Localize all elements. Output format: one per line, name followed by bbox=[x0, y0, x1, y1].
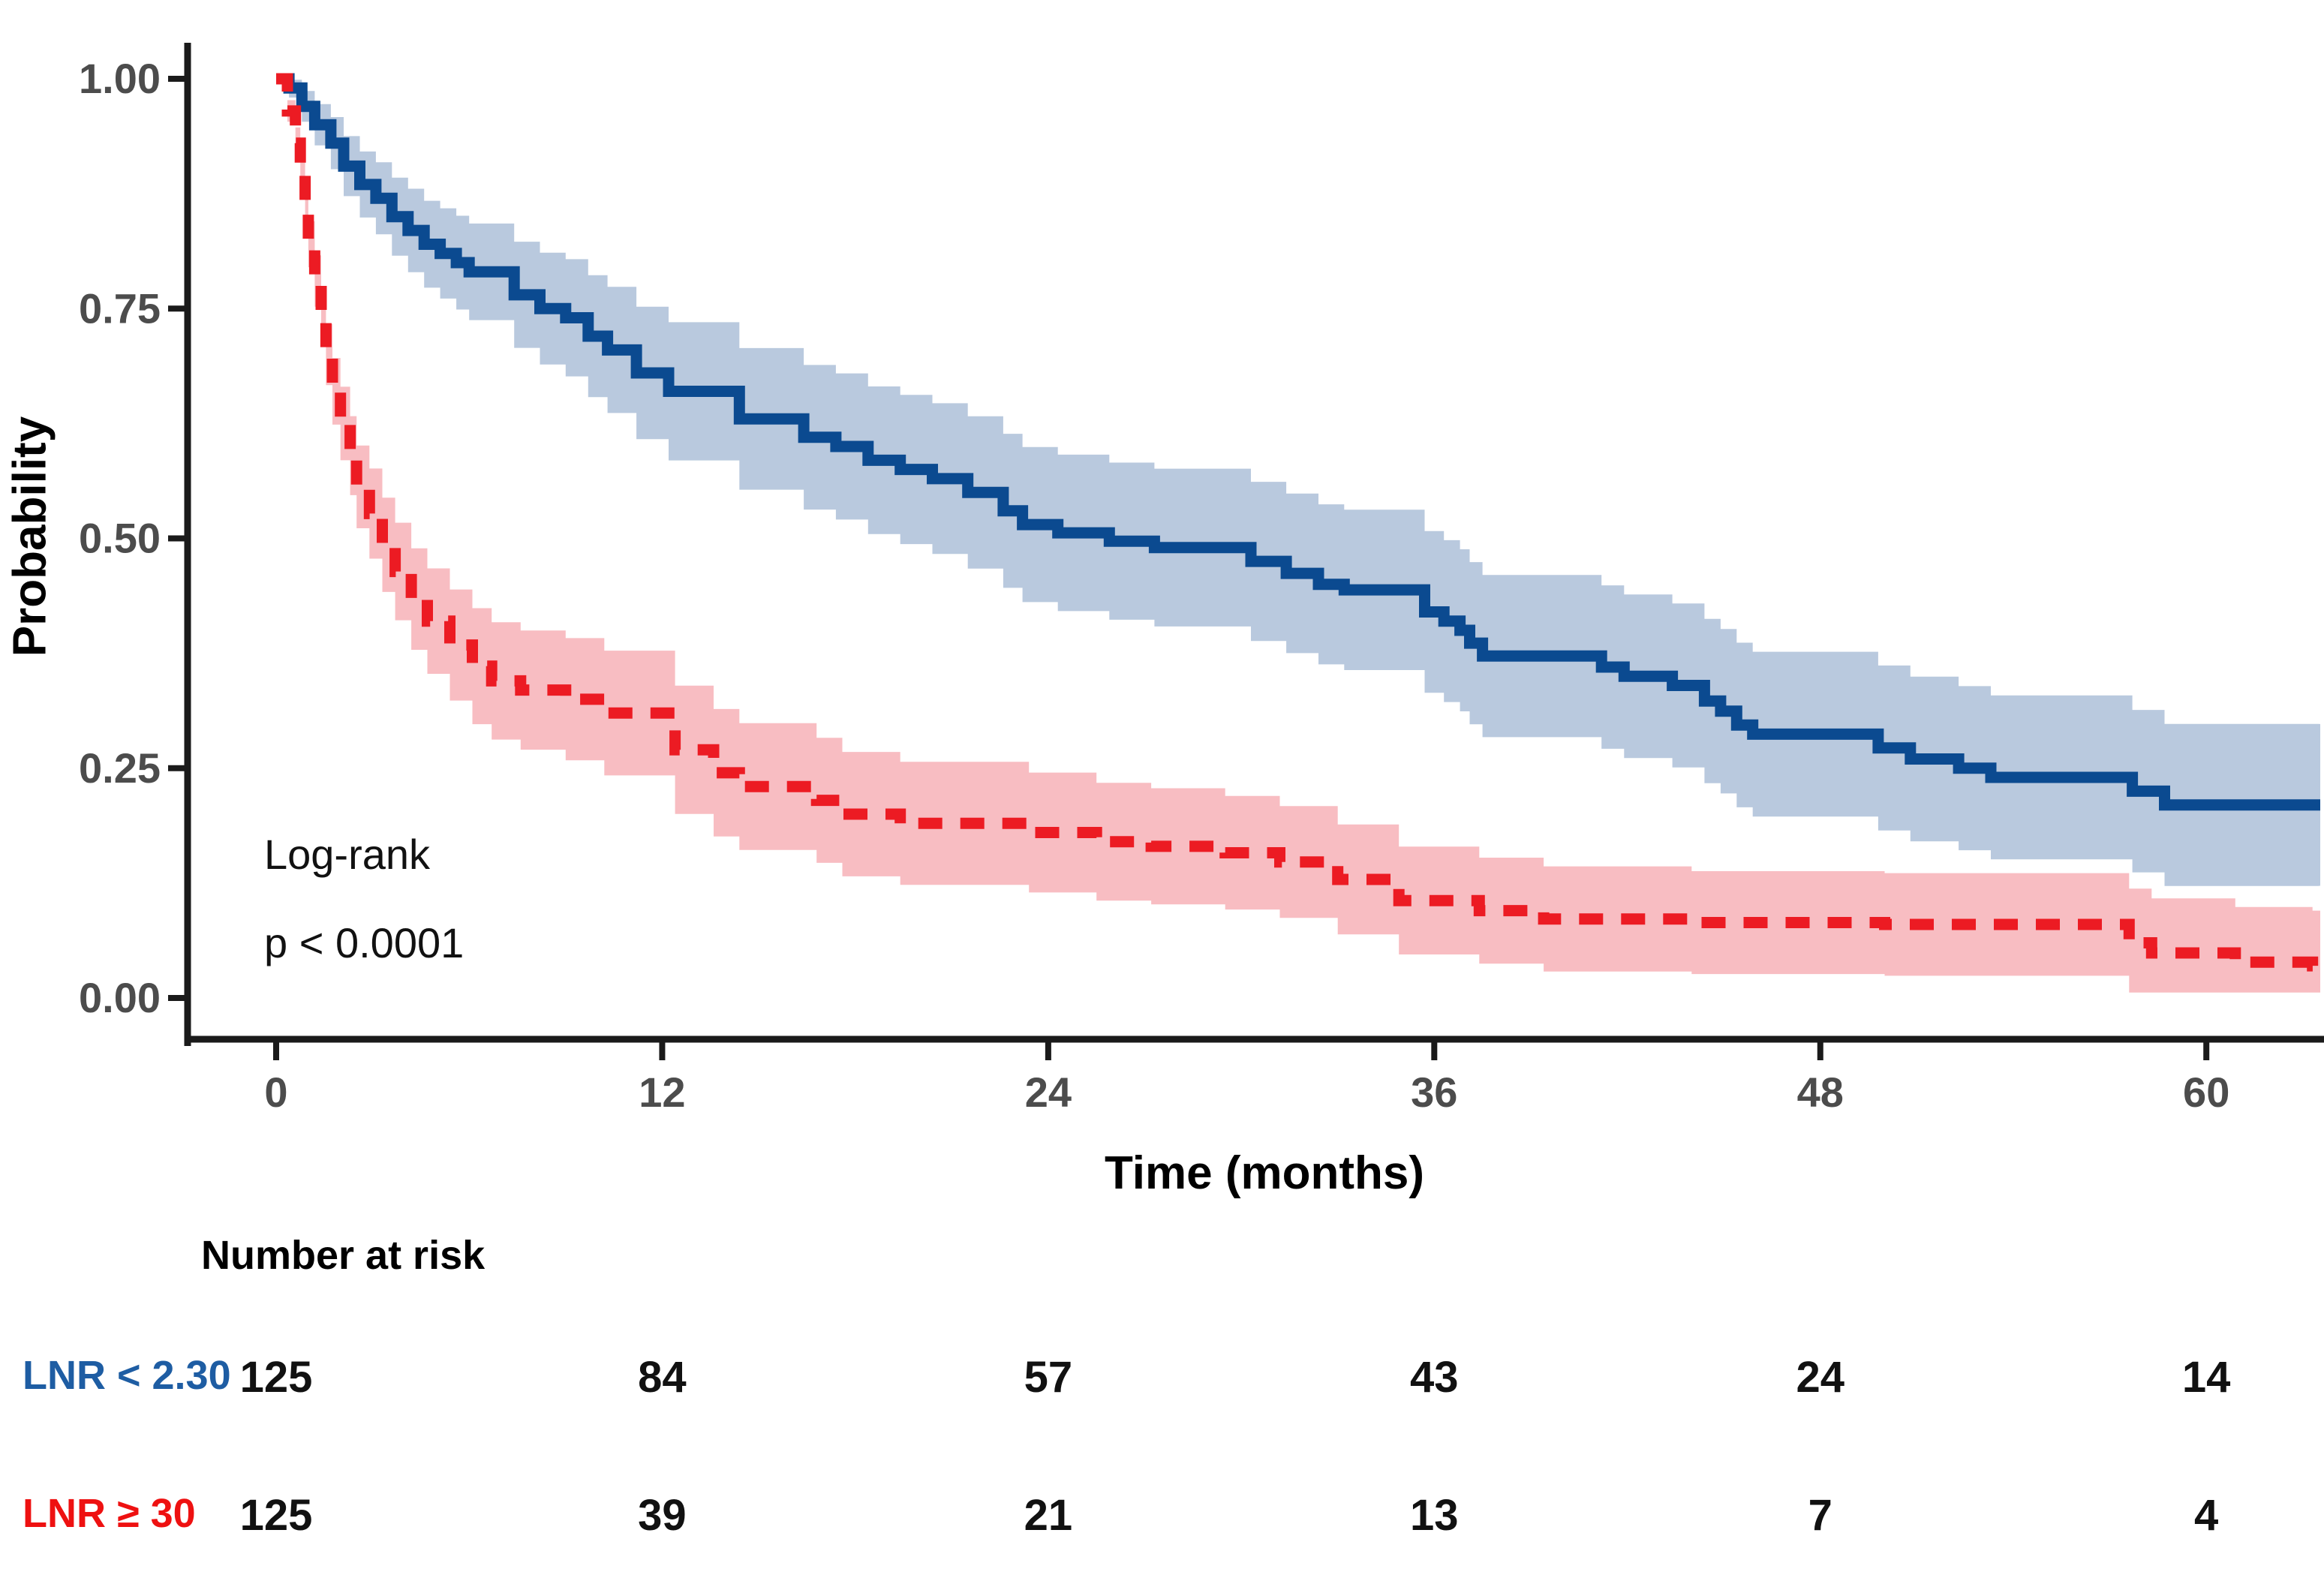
ci-band-red bbox=[276, 80, 2320, 993]
km-curve-blue bbox=[276, 73, 2320, 811]
pvalue-annotation: p < 0.0001 bbox=[264, 919, 464, 966]
risk-count: 57 bbox=[1024, 1353, 1073, 1402]
risk-count: 13 bbox=[1410, 1491, 1459, 1540]
y-tick-label: 1.00 bbox=[79, 55, 161, 102]
risk-count: 125 bbox=[239, 1491, 313, 1540]
risk-count: 24 bbox=[1796, 1353, 1844, 1402]
risk-count: 39 bbox=[638, 1491, 687, 1540]
risk-count: 43 bbox=[1410, 1353, 1459, 1402]
risk-count: 7 bbox=[1808, 1491, 1832, 1540]
x-tick-label: 48 bbox=[1797, 1069, 1844, 1116]
x-axis-title: Time (months) bbox=[1105, 1147, 1424, 1199]
x-tick-label: 0 bbox=[264, 1069, 287, 1116]
risk-count: 21 bbox=[1024, 1491, 1073, 1540]
x-tick-label: 24 bbox=[1025, 1069, 1072, 1116]
x-tick-label: 36 bbox=[1411, 1069, 1457, 1116]
km-curve-red bbox=[276, 73, 2320, 972]
y-tick-label: 0.25 bbox=[79, 744, 161, 792]
risk-count: 14 bbox=[2181, 1353, 2231, 1402]
risk-table-header: Number at risk bbox=[201, 1233, 486, 1278]
y-tick-label: 0.00 bbox=[79, 974, 161, 1021]
y-axis-title: Probability bbox=[4, 416, 56, 657]
x-tick-label: 60 bbox=[2183, 1069, 2229, 1116]
risk-count: 4 bbox=[2194, 1491, 2219, 1540]
risk-count: 125 bbox=[239, 1353, 313, 1402]
y-tick-label: 0.75 bbox=[79, 284, 161, 332]
risk-count: 84 bbox=[638, 1353, 687, 1402]
risk-row-label-blue: LNR < 2.30 bbox=[23, 1353, 231, 1398]
survival-plot-canvas: 1.00 0.75 0.50 0.25 0.00 0 12 24 36 48 60 bbox=[79, 43, 2324, 1116]
risk-row-label-red: LNR ≥ 30 bbox=[23, 1491, 196, 1536]
y-tick-label: 0.50 bbox=[79, 515, 161, 562]
ci-band-blue bbox=[276, 80, 2320, 886]
x-tick-label: 12 bbox=[639, 1069, 685, 1116]
logrank-annotation: Log-rank bbox=[264, 831, 431, 878]
